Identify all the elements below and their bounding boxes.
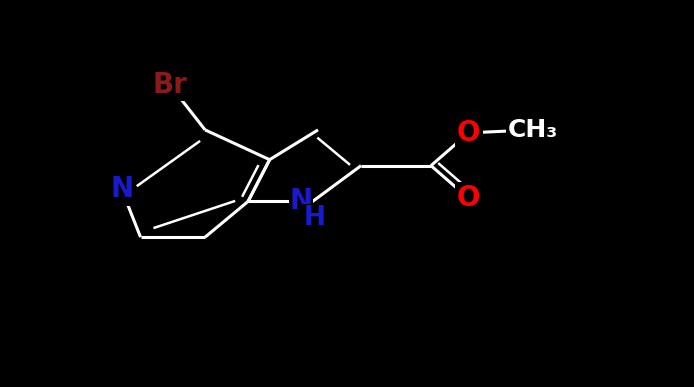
- Text: H: H: [303, 205, 325, 231]
- Text: Br: Br: [153, 71, 187, 99]
- Text: N: N: [110, 175, 133, 204]
- Text: O: O: [457, 119, 480, 147]
- Text: O: O: [457, 185, 480, 212]
- Text: N: N: [289, 187, 312, 216]
- Text: CH₃: CH₃: [508, 118, 558, 142]
